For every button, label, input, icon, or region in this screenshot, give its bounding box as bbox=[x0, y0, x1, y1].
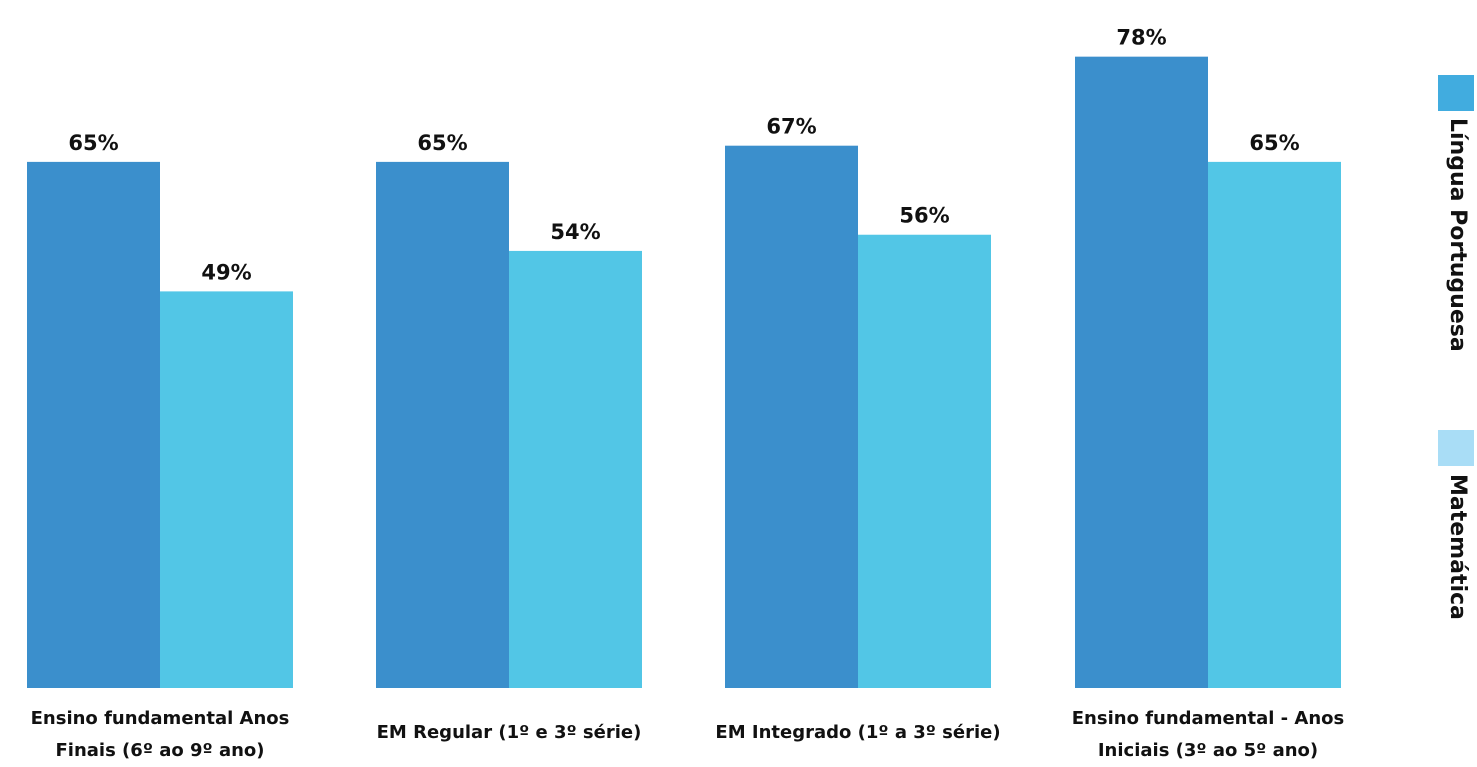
category-label-3: Ensino fundamental - Anos Iniciais (3º ao… bbox=[1048, 703, 1368, 767]
legend-label-matematica: Matemática bbox=[1445, 474, 1470, 620]
category-label-line: Ensino fundamental Anos bbox=[30, 708, 290, 729]
category-label-line: Iniciais (3º ao 5º ano) bbox=[1097, 740, 1319, 761]
value-label-portugues-3: 78% bbox=[1116, 26, 1166, 50]
bar-matematica-1 bbox=[509, 250, 642, 688]
value-label-matematica-0: 49% bbox=[201, 260, 251, 284]
value-label-portugues-2: 67% bbox=[766, 115, 816, 139]
category-label-line: Finais (6º ao 9º ano) bbox=[55, 740, 265, 761]
category-label-line: EM Integrado (1º a 3º série) bbox=[715, 722, 1001, 743]
legend-label-lingua-portuguesa: Língua Portuguesa bbox=[1445, 118, 1470, 352]
value-label-matematica-2: 56% bbox=[899, 204, 949, 228]
category-label-line: EM Regular (1º e 3º série) bbox=[376, 722, 642, 743]
bar-matematica-0 bbox=[160, 291, 293, 688]
bar-matematica-2 bbox=[858, 234, 991, 688]
category-label-1: EM Regular (1º e 3º série) bbox=[349, 717, 669, 749]
value-label-portugues-0: 65% bbox=[68, 131, 118, 155]
category-label-2: EM Integrado (1º a 3º série) bbox=[698, 717, 1018, 749]
legend-swatch-matematica bbox=[1438, 430, 1474, 466]
category-label-0: Ensino fundamental Anos Finais (6º ao 9º … bbox=[0, 703, 320, 767]
bar-portugues-1 bbox=[376, 161, 509, 689]
value-label-matematica-3: 65% bbox=[1249, 131, 1299, 155]
legend-swatch-lingua-portuguesa bbox=[1438, 75, 1474, 111]
value-label-matematica-1: 54% bbox=[550, 220, 600, 244]
value-label-portugues-1: 65% bbox=[417, 131, 467, 155]
bar-portugues-0 bbox=[27, 161, 160, 689]
bar-portugues-3 bbox=[1075, 56, 1208, 689]
category-label-line: Ensino fundamental - Anos bbox=[1071, 708, 1345, 729]
bar-portugues-2 bbox=[725, 145, 858, 689]
bar-matematica-3 bbox=[1208, 161, 1341, 689]
